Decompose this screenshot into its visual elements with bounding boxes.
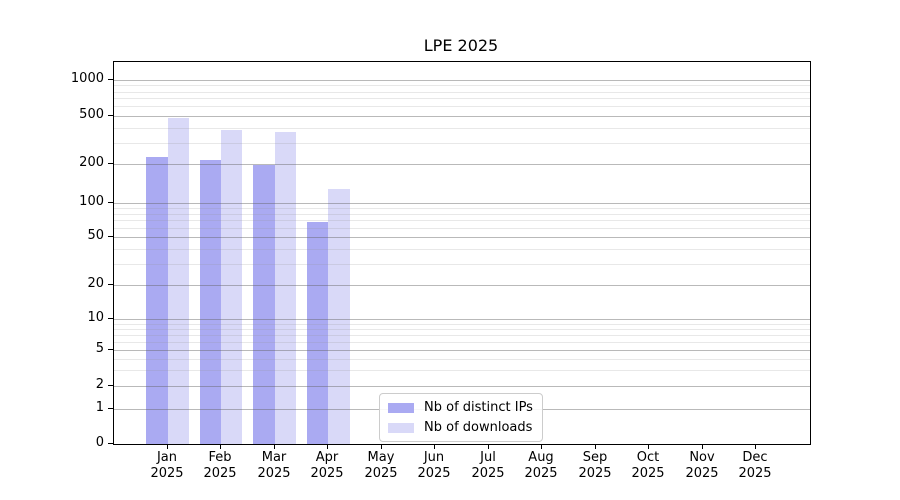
gridline-minor: [114, 334, 810, 336]
x-tick-label: May 2025: [364, 450, 398, 481]
y-tick-label: 1: [95, 400, 104, 415]
legend: Nb of distinct IPs Nb of downloads: [379, 393, 543, 442]
y-tick-label: 50: [87, 228, 104, 243]
gridline-major: [114, 79, 810, 81]
gridline-minor: [114, 98, 810, 100]
x-tick-mark: [167, 444, 168, 449]
y-tick-mark: [108, 115, 113, 116]
x-tick-mark: [702, 444, 703, 449]
legend-label-distinct-ips: Nb of distinct IPs: [424, 400, 533, 415]
x-tick-label: Sep 2025: [578, 450, 612, 481]
bar-downloads: [274, 132, 297, 444]
bar-downloads: [167, 118, 189, 444]
y-tick-mark: [108, 236, 113, 237]
x-tick-mark: [434, 444, 435, 449]
gridline-minor: [114, 207, 810, 209]
gridline-major: [114, 163, 810, 165]
x-tick-mark: [648, 444, 649, 449]
x-tick-mark: [381, 444, 382, 449]
x-tick-label: Jun 2025: [417, 450, 451, 481]
legend-swatch-distinct-ips: [388, 402, 414, 413]
y-tick-label: 1000: [70, 71, 104, 86]
y-tick-label: 200: [79, 155, 104, 170]
gridline-major: [114, 237, 810, 239]
legend-item-distinct-ips: Nb of distinct IPs: [388, 400, 533, 415]
gridline-minor: [114, 370, 810, 372]
gridline-minor: [114, 341, 810, 343]
legend-swatch-downloads: [388, 422, 414, 433]
bar-distinct-ips: [146, 157, 168, 444]
x-tick-label: Apr 2025: [310, 450, 344, 481]
gridline-minor: [114, 248, 810, 250]
bar-distinct-ips: [199, 160, 222, 444]
gridline-minor: [114, 323, 810, 325]
y-tick-label: 20: [87, 276, 104, 291]
bar-downloads: [221, 130, 243, 444]
x-tick-label: Oct 2025: [631, 450, 665, 481]
x-tick-label: Feb 2025: [203, 450, 237, 481]
plot-area: Nb of distinct IPs Nb of downloads: [113, 61, 811, 445]
x-tick-mark: [755, 444, 756, 449]
gridline-major: [114, 319, 810, 321]
legend-label-downloads: Nb of downloads: [424, 420, 533, 435]
gridline-minor: [114, 228, 810, 230]
bar-distinct-ips: [306, 222, 329, 444]
x-tick-mark: [327, 444, 328, 449]
gridline-minor: [114, 127, 810, 129]
y-tick-mark: [108, 443, 113, 444]
y-tick-label: 500: [79, 107, 104, 122]
y-tick-label: 100: [79, 194, 104, 209]
y-tick-mark: [108, 79, 113, 80]
gridline-minor: [114, 142, 810, 144]
gridline-minor: [114, 91, 810, 93]
x-tick-label: Dec 2025: [738, 450, 772, 481]
chart-title: LPE 2025: [423, 36, 499, 55]
x-tick-label: Mar 2025: [257, 450, 291, 481]
y-tick-mark: [108, 163, 113, 164]
gridline-major: [114, 202, 810, 204]
y-tick-mark: [108, 202, 113, 203]
y-tick-label: 0: [95, 435, 104, 450]
legend-item-downloads: Nb of downloads: [388, 420, 533, 435]
bar-downloads: [328, 189, 350, 444]
gridline-major: [114, 386, 810, 388]
x-tick-mark: [541, 444, 542, 449]
y-tick-label: 5: [95, 341, 104, 356]
y-tick-mark: [108, 349, 113, 350]
y-tick-mark: [108, 284, 113, 285]
y-tick-mark: [108, 408, 113, 409]
gridline-major: [114, 284, 810, 286]
y-tick-label: 10: [87, 310, 104, 325]
gridline-minor: [114, 213, 810, 215]
y-tick-mark: [108, 385, 113, 386]
x-tick-mark: [274, 444, 275, 449]
x-tick-mark: [595, 444, 596, 449]
x-tick-mark: [220, 444, 221, 449]
y-tick-mark: [108, 318, 113, 319]
gridline-minor: [114, 328, 810, 330]
y-tick-label: 2: [95, 377, 104, 392]
gridline-minor: [114, 358, 810, 360]
gridline-minor: [114, 85, 810, 87]
bar-distinct-ips: [253, 165, 275, 444]
gridline-minor: [114, 106, 810, 108]
x-tick-label: Nov 2025: [685, 450, 719, 481]
x-tick-label: Jul 2025: [471, 450, 505, 481]
gridline-major: [114, 349, 810, 351]
x-tick-label: Aug 2025: [524, 450, 558, 481]
gridline-minor: [114, 220, 810, 222]
gridline-major: [114, 115, 810, 117]
x-tick-mark: [488, 444, 489, 449]
x-tick-label: Jan 2025: [150, 450, 184, 481]
gridline-minor: [114, 263, 810, 265]
